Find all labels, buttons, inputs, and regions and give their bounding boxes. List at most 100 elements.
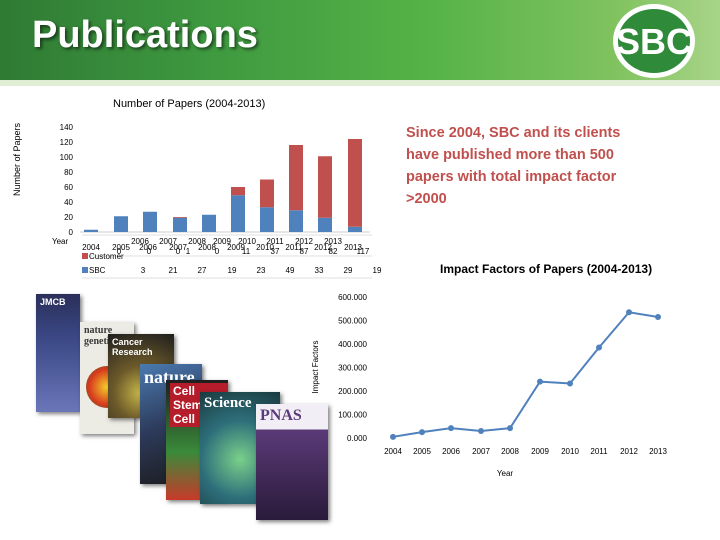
table-year-subheader: 2006 [139, 243, 157, 252]
table-customer-value: 117 [357, 247, 370, 256]
impact-point-2004 [390, 433, 396, 440]
line-xtick-label: 2007 [472, 447, 490, 456]
bar-ytick-label: 80 [64, 168, 73, 177]
table-customer-value: 0 [117, 247, 122, 256]
table-sbc-value: 33 [315, 266, 324, 275]
table-year-header: 2009 [213, 237, 231, 246]
line-xtick-label: 2012 [620, 447, 638, 456]
table-year-subheader: 2011 [285, 243, 303, 252]
line-xtick-label: 2010 [561, 447, 579, 456]
table-year-header: 2013 [324, 237, 342, 246]
table-year-header: 2008 [188, 237, 206, 246]
bar-xlabel: Year [52, 237, 69, 246]
table-year-subheader: 2013 [344, 243, 362, 252]
impact-chart-title: Impact Factors of Papers (2004-2013) [440, 262, 653, 276]
table-customer-value: 87 [300, 247, 309, 256]
bar-sbc-2004 [84, 229, 98, 232]
bar-sbc-2012 [318, 217, 332, 232]
line-xtick-label: 2006 [442, 447, 460, 456]
table-year-header: 2010 [238, 237, 256, 246]
bar-sbc-2010 [260, 207, 274, 232]
cover-label: Science [204, 395, 252, 411]
table-sbc-value: 27 [198, 266, 207, 275]
bar-sbc-2006 [143, 211, 157, 232]
cover-pnas: PNAS [256, 404, 328, 520]
line-ytick-label: 100.000 [338, 411, 367, 420]
bar-chart-title: Number of Papers (2004-2013) [113, 98, 266, 110]
table-sbc-value: 49 [286, 266, 295, 275]
table-year-header: 2005 [112, 243, 130, 252]
bar-customer-2007 [173, 217, 187, 218]
bar-sbc-2013 [348, 226, 362, 232]
impact-point-2007 [478, 427, 484, 434]
table-sbc-value: 23 [257, 266, 266, 275]
table-year-header: 2007 [159, 237, 177, 246]
impact-point-2010 [567, 380, 573, 387]
legend-sbc-label: SBC [89, 266, 106, 275]
bar-ytick-label: 20 [64, 213, 73, 222]
impact-line-chart: 0.000 100.000 200.000 300.000 400.000 500.000… [311, 293, 667, 478]
line-xtick-label: 2008 [501, 447, 519, 456]
bar-customer-2009 [231, 187, 245, 196]
table-year-subheader: 2010 [256, 243, 274, 252]
impact-series-line [392, 311, 659, 438]
table-sbc-value: 19 [228, 266, 237, 275]
table-year-header: 2011 [266, 237, 284, 246]
bar-sbc-2008 [202, 214, 216, 232]
bar-sbc-2011 [289, 210, 303, 232]
table-customer-value: 0 [147, 247, 152, 256]
line-xtick-label: 2011 [590, 447, 608, 456]
line-chart-xlabel: Year [497, 469, 514, 478]
impact-point-2012 [626, 309, 632, 316]
cover-label: Cancer Research [112, 337, 153, 357]
bar-customer-2010 [260, 179, 274, 208]
table-customer-value: 82 [329, 247, 338, 256]
summary-callout: Since 2004, SBC and its clients have pub… [406, 125, 621, 207]
line-xtick-label: 2004 [384, 447, 402, 456]
bar-ytick-label: 120 [60, 138, 74, 147]
impact-point-2013 [655, 313, 661, 320]
table-customer-value: 37 [271, 247, 280, 256]
impact-point-2006 [448, 425, 454, 432]
line-ytick-label: 400.000 [338, 340, 367, 349]
line-ytick-label: 600.000 [338, 293, 367, 302]
legend-customer-swatch [82, 253, 88, 259]
table-customer-value: 1 [186, 247, 191, 256]
page-title: Publications [32, 14, 258, 56]
table-customer-value: 0 [215, 247, 220, 256]
line-ytick-label: 200.000 [338, 387, 367, 396]
header-stripe [0, 80, 720, 86]
logo-text: SBC [616, 21, 692, 62]
table-year-subheader: 2009 [227, 243, 245, 252]
bar-ytick-label: 40 [64, 198, 73, 207]
table-sbc-value: 29 [344, 266, 353, 275]
line-ytick-label: 500.000 [338, 317, 367, 326]
cover-label: nature genetics [84, 325, 118, 347]
journal-covers-collage: JMCB nature genetics Cancer Research nat… [0, 282, 328, 540]
bar-customer-2012 [318, 156, 332, 218]
bar-customer-2013 [348, 139, 362, 227]
line-ytick-label: 300.000 [338, 364, 367, 373]
legend-customer-label: Customer [89, 252, 124, 261]
table-year-header: 2004 [82, 243, 100, 252]
line-xtick-label: 2013 [649, 447, 667, 456]
line-xtick-label: 2009 [531, 447, 549, 456]
line-xtick-label: 2005 [413, 447, 431, 456]
bar-sbc-2009 [231, 195, 245, 232]
line-chart-ylabel: Impact Factors [311, 341, 320, 394]
impact-point-2009 [537, 378, 543, 385]
bar-ytick-label: 140 [60, 123, 74, 132]
cover-label: JMCB [40, 297, 66, 307]
table-sbc-value: 19 [373, 266, 382, 275]
cover-label: PNAS [260, 407, 302, 424]
bar-ytick-label: 60 [64, 183, 73, 192]
table-year-subheader: 2008 [198, 243, 216, 252]
bar-customer-2011 [289, 145, 303, 211]
line-ytick-label: 0.000 [347, 434, 368, 443]
table-year-subheader: 2007 [169, 243, 187, 252]
table-customer-value: 11 [242, 247, 251, 256]
table-year-header: 2012 [295, 237, 313, 246]
bar-ytick-label: 100 [60, 153, 74, 162]
table-year-subheader: 2012 [314, 243, 332, 252]
